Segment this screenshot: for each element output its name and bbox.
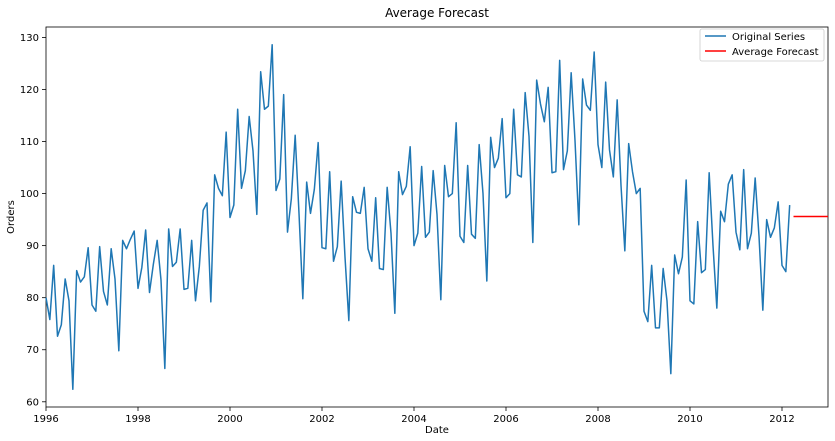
x-tick-label: 2010 bbox=[677, 414, 702, 425]
y-tick-label: 130 bbox=[20, 33, 39, 44]
y-tick-label: 70 bbox=[26, 345, 39, 356]
x-axis-label: Date bbox=[425, 425, 449, 436]
series-line-original-series bbox=[45, 43, 791, 391]
y-axis-label: Orders bbox=[6, 200, 17, 234]
y-tick-label: 120 bbox=[20, 85, 39, 96]
series-layer bbox=[45, 43, 828, 391]
x-tick-label: 1998 bbox=[125, 414, 150, 425]
x-tick-label: 2000 bbox=[217, 414, 242, 425]
chart-title: Average Forecast bbox=[385, 6, 489, 20]
x-tick-label: 1996 bbox=[33, 414, 58, 425]
x-tick-label: 2004 bbox=[401, 414, 426, 425]
legend-box bbox=[699, 28, 825, 62]
y-tick-label: 90 bbox=[26, 241, 39, 252]
x-axis-ticks: 1996 1998 2000 2002 2004 2006 2008 2010 2012 bbox=[33, 407, 795, 425]
legend-label-average-forecast: Average Forecast bbox=[732, 47, 819, 58]
legend: Original Series Average Forecast bbox=[699, 28, 825, 62]
x-tick-label: 2012 bbox=[769, 414, 794, 425]
legend-label-original-series: Original Series bbox=[732, 32, 805, 43]
y-tick-label: 80 bbox=[26, 293, 39, 304]
x-tick-label: 2008 bbox=[585, 414, 610, 425]
y-tick-label: 100 bbox=[20, 189, 39, 200]
x-tick-label: 2006 bbox=[493, 414, 518, 425]
y-axis-ticks: 60 70 80 90 100 110 120 130 bbox=[20, 33, 46, 408]
y-tick-label: 60 bbox=[26, 397, 39, 408]
x-tick-label: 2002 bbox=[309, 414, 334, 425]
y-tick-label: 110 bbox=[20, 137, 39, 148]
